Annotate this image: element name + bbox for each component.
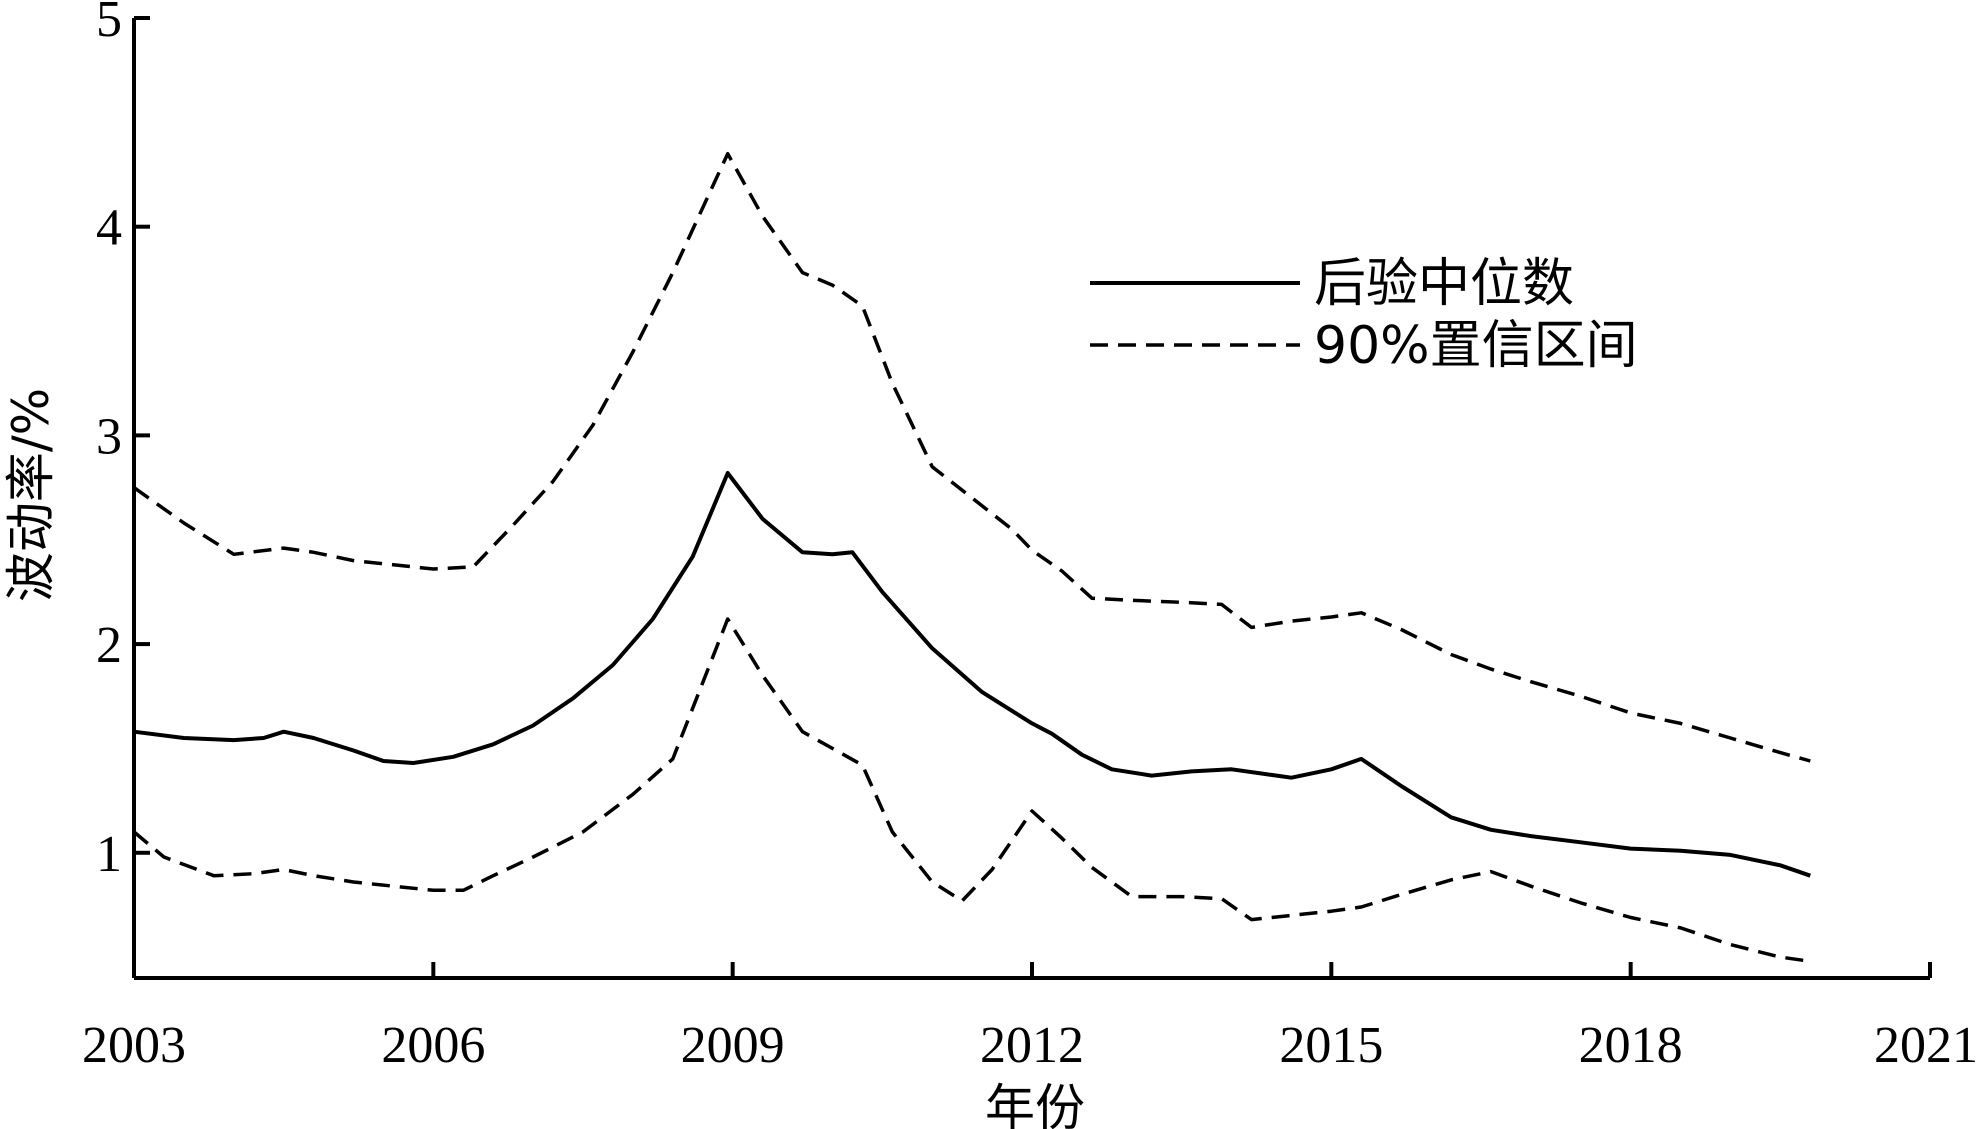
y-tick-label: 3 <box>96 408 122 465</box>
y-tick-label: 2 <box>96 617 122 674</box>
x-tick-label: 2021 <box>1874 1017 1978 1074</box>
y-tick-label: 5 <box>96 0 122 48</box>
x-tick-label: 2003 <box>82 1017 186 1074</box>
plot-lines <box>132 151 1811 964</box>
ticks: 2003 2006 2009 2012 2015 2018 2021 1 2 3 4 5 <box>82 0 1978 1074</box>
legend-label: 90%置信区间 <box>1314 316 1638 376</box>
series-line-ci-upper <box>132 151 1811 763</box>
x-tick-label: 2012 <box>980 1017 1084 1074</box>
x-tick-label: 2015 <box>1279 1017 1383 1074</box>
axes <box>132 18 1930 980</box>
series-line-median <box>133 471 1811 878</box>
legend-label: 后验中位数 <box>1314 254 1574 314</box>
y-tick-label: 1 <box>96 826 122 883</box>
series-line-ci-lower <box>132 617 1811 964</box>
x-tick-label: 2018 <box>1579 1017 1683 1074</box>
x-tick-label: 2009 <box>681 1017 785 1074</box>
x-axis-label: 年份 <box>985 1079 1085 1129</box>
y-tick-label: 4 <box>96 200 122 257</box>
y-axis-label: 波动率/% <box>2 388 60 602</box>
x-tick-label: 2006 <box>381 1017 485 1074</box>
